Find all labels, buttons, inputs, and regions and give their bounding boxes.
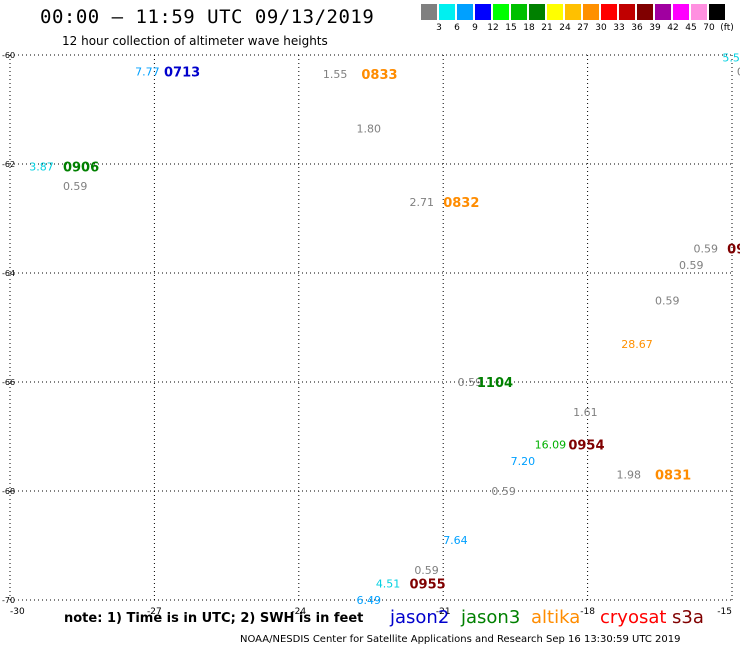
scale-swatch <box>565 4 581 20</box>
scale-swatch <box>673 4 689 20</box>
swh-value-label: 7.20 <box>511 455 536 468</box>
swh-value-label: 1.61 <box>573 406 598 419</box>
scale-label: 3 <box>436 23 442 33</box>
chart-title: 00:00 – 11:59 UTC 09/13/2019 <box>40 6 375 28</box>
swh-value-label: 0.59 <box>693 242 718 255</box>
x-tick-label: -18 <box>580 607 595 617</box>
pass-time-label: 0906 <box>63 161 99 176</box>
swh-value-label: 16.09 <box>535 439 567 452</box>
scale-swatch <box>709 4 725 20</box>
legend-jason2: jason2 <box>390 607 450 628</box>
scale-label: 27 <box>577 23 589 33</box>
scale-label: 21 <box>541 23 553 33</box>
scale-swatch <box>439 4 455 20</box>
scale-swatch <box>637 4 653 20</box>
scale-swatch <box>583 4 599 20</box>
x-tick-label: -27 <box>147 607 162 617</box>
scale-label: 12 <box>487 23 499 33</box>
swh-value-label: 0.59 <box>655 294 680 307</box>
legend-s3a: s3a <box>672 607 704 628</box>
legend-jason3: jason3 <box>461 607 521 628</box>
x-tick-label: -15 <box>717 607 732 617</box>
scale-label: 39 <box>649 23 661 33</box>
swh-value-label: 0.5 <box>737 65 740 78</box>
pass-time-label: 0833 <box>361 68 397 83</box>
swh-value-label: 7.77 <box>135 65 160 78</box>
swh-value-label: 0.59 <box>458 376 483 389</box>
scale-label: (ft) <box>720 23 734 33</box>
y-tick-label: -64 <box>2 269 15 278</box>
scale-swatch <box>493 4 509 20</box>
swh-value-label: 0.59 <box>679 259 704 272</box>
scale-swatch <box>619 4 635 20</box>
scale-swatch <box>529 4 545 20</box>
swh-value-label: 1.80 <box>357 123 382 136</box>
swh-value-label: 1.55 <box>323 68 348 81</box>
swh-value-label: 6.49 <box>357 594 382 607</box>
pass-time-label: 0831 <box>655 469 691 484</box>
swh-value-label: 3.87 <box>29 161 54 174</box>
pass-time-label: 1104 <box>477 376 513 391</box>
pass-time-label: 0954 <box>568 439 604 454</box>
swh-value-label: 0.59 <box>491 485 516 498</box>
swh-value-label: 2.71 <box>410 196 435 209</box>
chart-subtitle: 12 hour collection of altimeter wave hei… <box>62 34 328 48</box>
scale-label: 9 <box>472 23 478 33</box>
scale-label: 18 <box>523 23 535 33</box>
scale-label: 36 <box>631 23 643 33</box>
scale-label: 15 <box>505 23 517 33</box>
legend-cryosat: cryosat <box>600 607 667 628</box>
pass-time-label: 09 <box>727 242 740 257</box>
units-note: note: 1) Time is in UTC; 2) SWH is in fe… <box>64 611 364 626</box>
scale-swatch <box>691 4 707 20</box>
y-tick-label: -62 <box>2 160 15 169</box>
swh-value-label: 1.98 <box>616 469 641 482</box>
x-tick-label: -21 <box>436 607 451 617</box>
swh-value-label: 0.59 <box>63 180 88 193</box>
scale-swatch <box>511 4 527 20</box>
pass-time-label: 0955 <box>410 578 446 593</box>
scale-label: 30 <box>595 23 607 33</box>
y-tick-label: -68 <box>2 487 15 496</box>
swh-value-label: 28.67 <box>621 338 653 351</box>
y-tick-label: -60 <box>2 51 15 60</box>
scale-label: 6 <box>454 23 460 33</box>
scale-label: 33 <box>613 23 625 33</box>
scale-label: 42 <box>667 23 679 33</box>
scale-label: 70 <box>703 23 715 33</box>
y-tick-label: -70 <box>2 596 15 605</box>
swh-value-label: 0.59 <box>414 564 439 577</box>
scale-swatch <box>601 4 617 20</box>
swh-value-label: 7.64 <box>443 534 468 547</box>
scale-swatch <box>457 4 473 20</box>
y-tick-label: -66 <box>2 378 15 387</box>
scale-label: 24 <box>559 23 571 33</box>
scale-swatch <box>475 4 491 20</box>
legend-altika: altika <box>531 607 581 628</box>
scale-label: 45 <box>685 23 697 33</box>
x-tick-label: -30 <box>10 607 25 617</box>
pass-time-label: 0713 <box>164 65 200 80</box>
credit-line: NOAA/NESDIS Center for Satellite Applica… <box>240 634 681 645</box>
scale-swatch <box>655 4 671 20</box>
scale-swatch <box>547 4 563 20</box>
scale-swatch <box>421 4 437 20</box>
x-tick-label: -24 <box>291 607 306 617</box>
swh-value-label: 4.51 <box>376 578 401 591</box>
swh-value-label: 5.56 <box>722 52 740 65</box>
pass-time-label: 0832 <box>443 196 479 211</box>
